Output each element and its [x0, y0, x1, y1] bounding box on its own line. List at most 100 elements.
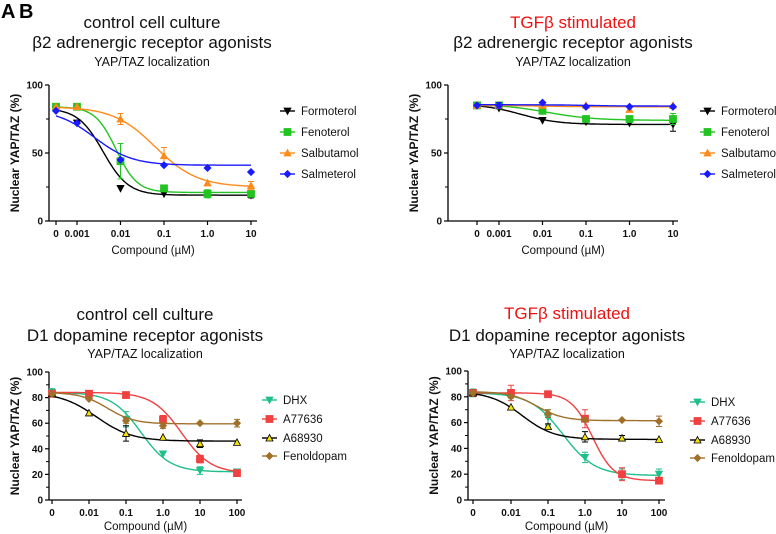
data-point	[617, 433, 627, 442]
data-point	[247, 189, 255, 198]
series-salbutamol	[51, 102, 256, 191]
x-tick-label: 1.0	[578, 508, 592, 519]
legend-marker	[283, 128, 292, 136]
y-tick-label: 100	[425, 81, 442, 92]
data-point	[668, 102, 678, 111]
fit-curve	[473, 392, 660, 482]
y-tick-label: 80	[451, 392, 463, 403]
data-point	[617, 415, 627, 425]
x-axis-label: Compound (µM)	[111, 245, 194, 257]
fit-curve	[55, 106, 251, 194]
y-axis-label: Nuclear YAP/TAZ (%)	[427, 376, 441, 494]
legend-label: A68930	[283, 433, 323, 445]
legend-item: Salbutamol	[280, 148, 359, 160]
data-point	[203, 178, 212, 187]
data-point	[158, 432, 168, 441]
series-salmeterol	[472, 98, 678, 111]
fit-curve	[51, 395, 237, 442]
legend-label: DHX	[711, 397, 736, 409]
data-point	[158, 450, 168, 459]
series-a77636	[48, 389, 241, 478]
data-point	[580, 454, 590, 462]
fit-curve	[52, 391, 238, 473]
legend-item: A68930	[690, 435, 751, 447]
fit-curve	[477, 104, 673, 107]
fit-curve	[55, 109, 251, 196]
data-point	[506, 402, 516, 411]
legend-item: Fenoldopam	[262, 451, 347, 463]
series-dhx	[468, 388, 664, 480]
data-point	[472, 101, 482, 110]
chart-subtitle: β2 adrenergic receptor agonists	[32, 33, 271, 52]
legend-marker	[693, 398, 702, 407]
chart-subtitle: D1 dopamine receptor agonists	[449, 326, 685, 345]
data-point	[233, 469, 241, 478]
data-point	[543, 422, 553, 430]
fit-curve	[55, 115, 251, 166]
data-point	[195, 419, 205, 428]
x-tick-label: 1.0	[201, 229, 215, 240]
x-tick-label: 0.01	[533, 229, 553, 240]
x-tick-label: 10	[245, 229, 257, 240]
legend-item: Formoterol	[700, 106, 776, 118]
y-tick-label: 0	[37, 496, 43, 507]
fit-curve	[52, 392, 237, 425]
data-point	[618, 470, 626, 479]
x-tick-label: 0.01	[111, 229, 131, 240]
x-tick-label: 1.0	[623, 229, 637, 240]
legend-marker	[283, 107, 292, 116]
legend-item: A77636	[262, 414, 323, 426]
data-point	[160, 184, 168, 193]
data-point	[468, 388, 478, 397]
legend-marker	[283, 169, 292, 179]
chart-caption: YAP/TAZ localization	[515, 55, 631, 69]
data-point	[544, 390, 552, 399]
x-tick-label: 10	[194, 508, 206, 519]
data-point	[84, 408, 94, 417]
y-tick-label: 80	[32, 393, 44, 404]
data-point	[655, 476, 663, 485]
series-formoterol	[51, 106, 256, 200]
fit-curve	[472, 393, 659, 441]
legend-marker	[265, 396, 274, 405]
legend-marker	[265, 415, 274, 423]
legend-label: DHX	[283, 395, 308, 407]
data-point	[506, 392, 516, 401]
x-tick-label: 10	[616, 508, 628, 519]
fit-curve	[473, 391, 659, 422]
chart-subtitle: D1 dopamine receptor agonists	[27, 326, 263, 345]
y-tick-label: 60	[451, 418, 463, 429]
panel-label-b: B	[19, 1, 33, 23]
x-axis-label: Compound (µM)	[104, 521, 187, 533]
data-point	[203, 163, 212, 173]
legend-marker	[703, 107, 712, 116]
data-point	[47, 389, 57, 398]
chart-panel-3: control cell culture D1 dopamine receptor…	[8, 305, 347, 533]
data-point	[654, 470, 664, 479]
data-point	[543, 409, 553, 418]
y-tick-label: 100	[26, 81, 43, 92]
legend-item: Fenoterol	[280, 127, 350, 139]
legend-item: Formoterol	[280, 106, 357, 118]
data-point	[538, 98, 547, 107]
data-point	[51, 106, 61, 115]
chart-title: control cell culture	[83, 13, 220, 32]
legend-marker	[265, 433, 274, 442]
legend-marker	[703, 148, 712, 157]
legend-marker	[265, 451, 274, 461]
y-tick-label: 100	[26, 368, 43, 379]
legend-item: Salmeterol	[700, 169, 776, 181]
data-point	[159, 161, 169, 170]
legend-label: A77636	[711, 416, 751, 428]
x-tick-label: 0.1	[119, 508, 133, 519]
panel-label-a: A	[1, 1, 15, 23]
legend-label: Salmeterol	[721, 169, 776, 181]
data-point	[625, 102, 634, 111]
y-tick-label: 0	[436, 217, 442, 228]
x-tick-label: 100	[229, 508, 246, 519]
series-salbutamol	[472, 101, 678, 113]
legend-label: Fenoldopam	[283, 451, 347, 463]
